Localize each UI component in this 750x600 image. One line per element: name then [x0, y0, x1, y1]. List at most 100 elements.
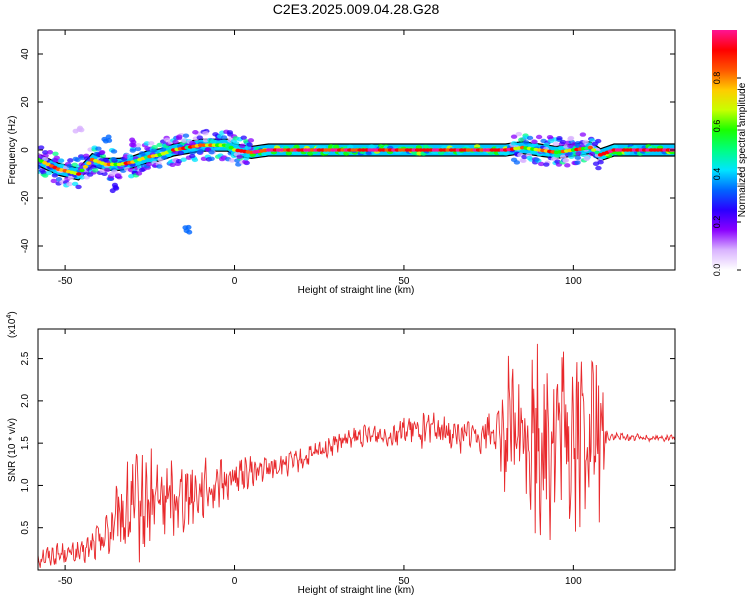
spectrogram-cell	[574, 155, 582, 160]
spectrogram-cell	[557, 145, 565, 151]
spectrogram-cell	[208, 156, 215, 161]
spectrogram-cell	[138, 167, 146, 173]
spectrogram-cell	[236, 154, 243, 160]
spectrogram-cell	[96, 164, 103, 169]
spectrogram-cell	[196, 150, 203, 155]
spectrogram-cell	[293, 144, 300, 150]
colorbar-bar	[712, 30, 737, 270]
colorbar-tick-label: 0.8	[712, 72, 722, 85]
spectrogram-cell	[78, 162, 85, 167]
spectrogram-cell	[209, 139, 217, 144]
spectrogram-cell	[553, 153, 561, 158]
spectrogram-cell	[134, 143, 142, 148]
spectrogram-cell	[138, 151, 146, 156]
x-tick-label: 50	[398, 276, 410, 287]
spectrogram-blob	[183, 228, 190, 234]
snr-frame	[37, 328, 676, 571]
spectrogram-cell	[202, 131, 209, 136]
spectrogram-cell	[591, 141, 599, 147]
spectrogram-cell	[189, 150, 196, 155]
spectrogram-y-ticks: -40 -20 0 20 40	[20, 48, 675, 253]
spectrogram-cell	[177, 150, 185, 156]
spectrogram-cell	[102, 157, 109, 162]
spectrogram-cell	[39, 168, 46, 173]
spectrogram-cell	[134, 146, 142, 152]
y-tick-label: 0	[20, 147, 31, 153]
spectrogram-cell	[57, 158, 65, 163]
spectrogram-cell	[110, 149, 118, 154]
spectrogram-cell	[574, 160, 581, 165]
spectrogram-heatmap	[38, 125, 675, 235]
spectrogram-cell	[146, 161, 153, 167]
spectrogram-cell	[38, 165, 41, 170]
snr-y-multiplier-close: )	[7, 311, 18, 314]
spectrogram-cell	[41, 156, 49, 162]
spectrogram-cell	[208, 149, 215, 155]
spectrogram-cell	[531, 139, 538, 145]
spectrogram-x-label: Height of straight line (km)	[298, 285, 415, 296]
spectrogram-cell	[575, 151, 582, 156]
spectrogram-ridge-cell	[86, 161, 92, 165]
spectrogram-cell	[66, 181, 73, 187]
spectrogram-cell	[38, 145, 45, 150]
y-tick-label: 2.5	[20, 351, 31, 365]
spectrogram-cell	[191, 157, 199, 163]
snr-y-multiplier: (x104)	[6, 311, 18, 338]
spectrogram-cell	[182, 133, 190, 138]
colorbar-tick-label: 0.2	[712, 216, 722, 229]
y-tick-label: 20	[20, 96, 31, 108]
spectrogram-cell	[110, 156, 117, 162]
spectrogram-cell	[58, 163, 65, 168]
spectrogram-cell	[246, 142, 253, 147]
snr-x-ticks: -50 0 50 100	[58, 329, 582, 587]
spectrogram-cell	[510, 134, 518, 139]
x-tick-label: 100	[565, 576, 582, 587]
snr-y-multiplier-base: (x10	[7, 318, 18, 338]
spectrogram-cell	[151, 145, 158, 150]
spectrogram-cell	[537, 161, 545, 167]
spectrogram-cell	[180, 138, 188, 143]
colorbar-label: Normalized spectral amplitude	[737, 82, 748, 217]
spectrogram-cell	[595, 138, 602, 144]
spectrogram-cell	[233, 141, 240, 146]
spectrogram-cell	[189, 153, 196, 159]
spectrogram-cell	[161, 155, 168, 160]
spectrogram-cell	[543, 162, 550, 167]
spectrogram-cell	[333, 144, 340, 150]
spectrogram-cell	[66, 163, 73, 169]
spectrogram-panel: -50 0 50 100 -40 -20 0 20 40 Height of straight…	[7, 29, 676, 296]
spectrogram-cell	[156, 164, 163, 169]
spectrogram-blob	[111, 182, 118, 188]
spectrogram-cell	[52, 151, 59, 156]
spectrogram-blob	[105, 134, 112, 140]
spectrogram-y-label: Frequency (Hz)	[7, 116, 18, 185]
spectrogram-cell	[46, 150, 54, 155]
spectrogram-cell	[526, 135, 534, 141]
spectrogram-cell	[556, 135, 563, 141]
y-tick-label: 0.5	[20, 520, 31, 534]
spectrogram-cell	[156, 142, 163, 148]
spectrogram-cell	[564, 163, 571, 168]
y-tick-label: -20	[20, 190, 31, 205]
spectrogram-cell	[135, 171, 143, 176]
spectrogram-cell	[513, 160, 521, 165]
spectrogram-cell	[306, 151, 314, 156]
spectrogram-cell	[148, 141, 155, 146]
spectrogram-cell	[543, 142, 550, 147]
spectrogram-ridge-cell	[587, 145, 593, 150]
spectrogram-cell	[562, 157, 570, 163]
y-tick-label: 1.5	[20, 436, 31, 450]
colorbar-ticks: 0.0 0.2 0.4 0.6 0.8	[712, 72, 741, 276]
spectrogram-cell	[582, 139, 589, 145]
spectrogram-cell	[535, 134, 543, 140]
spectrogram-cell	[583, 155, 591, 161]
spectrogram-cell	[228, 158, 236, 163]
spectrogram-cell	[552, 141, 560, 147]
spectrogram-ridge-cell	[594, 150, 600, 155]
spectrogram-cell	[99, 150, 106, 155]
x-tick-label: -50	[58, 576, 73, 587]
y-tick-label: 2.0	[20, 393, 31, 407]
spectrogram-cell	[67, 158, 74, 163]
spectrogram-cell	[240, 135, 247, 140]
